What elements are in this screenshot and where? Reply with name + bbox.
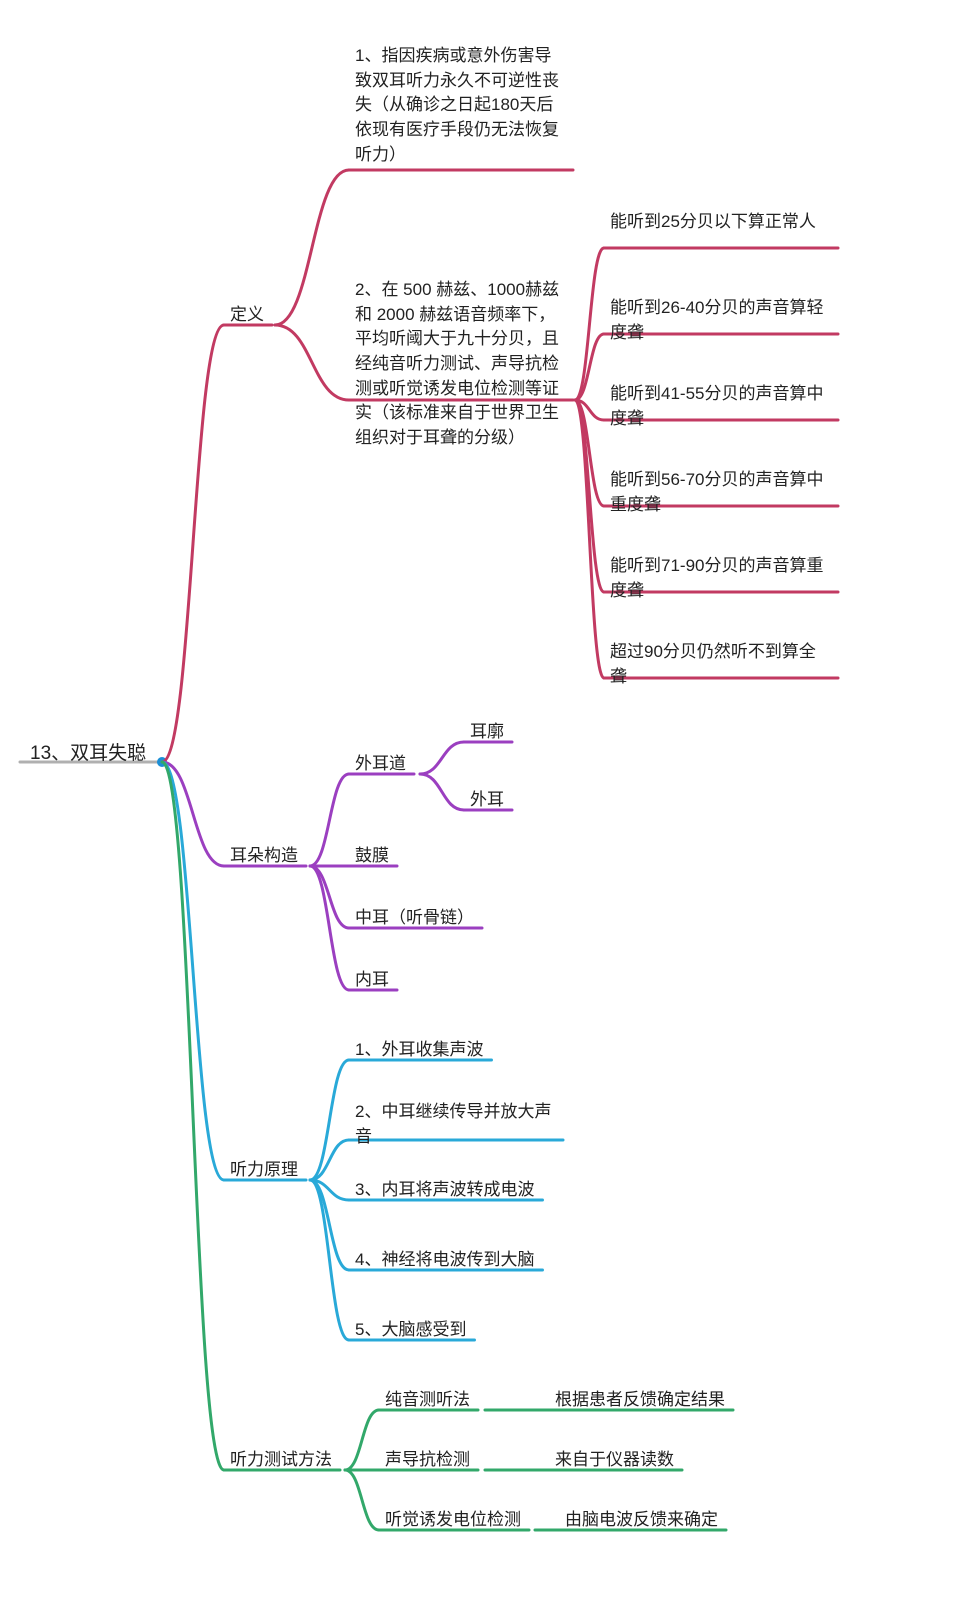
mindmap-node: 听力测试方法	[230, 1448, 332, 1473]
mindmap-node: 声导抗检测	[385, 1448, 470, 1473]
mindmap-node: 能听到41-55分贝的声音算中度聋	[610, 382, 830, 431]
mindmap-node: 鼓膜	[355, 844, 389, 869]
mindmap-node: 耳朵构造	[230, 844, 298, 869]
mindmap-node: 根据患者反馈确定结果	[555, 1388, 725, 1413]
mindmap-node: 定义	[230, 303, 264, 328]
mindmap-node: 2、在 500 赫兹、1000赫兹和 2000 赫兹语音频率下，平均听阈大于九十…	[355, 278, 565, 450]
mindmap-node: 1、外耳收集声波	[355, 1038, 483, 1063]
mindmap-node: 外耳道	[355, 752, 406, 777]
mindmap-node: 能听到56-70分贝的声音算中重度聋	[610, 468, 830, 517]
mindmap-node: 内耳	[355, 968, 389, 993]
mindmap-node: 中耳（听骨链）	[355, 906, 474, 931]
mindmap-node: 听觉诱发电位检测	[385, 1508, 521, 1533]
mindmap-node: 4、神经将电波传到大脑	[355, 1248, 534, 1273]
mindmap-node: 来自于仪器读数	[555, 1448, 674, 1473]
mindmap-node: 由脑电波反馈来确定	[565, 1508, 718, 1533]
mindmap-node: 2、中耳继续传导并放大声音	[355, 1100, 555, 1149]
mindmap-root: 13、双耳失聪	[30, 740, 160, 768]
mindmap-node: 5、大脑感受到	[355, 1318, 466, 1343]
mindmap-node: 3、内耳将声波转成电波	[355, 1178, 534, 1203]
mindmap-node: 能听到25分贝以下算正常人	[610, 210, 830, 235]
mindmap-node: 纯音测听法	[385, 1388, 470, 1413]
mindmap-node: 听力原理	[230, 1158, 298, 1183]
mindmap-node: 1、指因疾病或意外伤害导致双耳听力永久不可逆性丧失（从确诊之日起180天后依现有…	[355, 44, 565, 167]
mindmap-node: 超过90分贝仍然听不到算全聋	[610, 640, 830, 689]
mindmap-node: 耳廓	[470, 720, 504, 745]
mindmap-node: 能听到71-90分贝的声音算重度聋	[610, 554, 830, 603]
mindmap-node: 能听到26-40分贝的声音算轻度聋	[610, 296, 830, 345]
mindmap-node: 外耳	[470, 788, 504, 813]
